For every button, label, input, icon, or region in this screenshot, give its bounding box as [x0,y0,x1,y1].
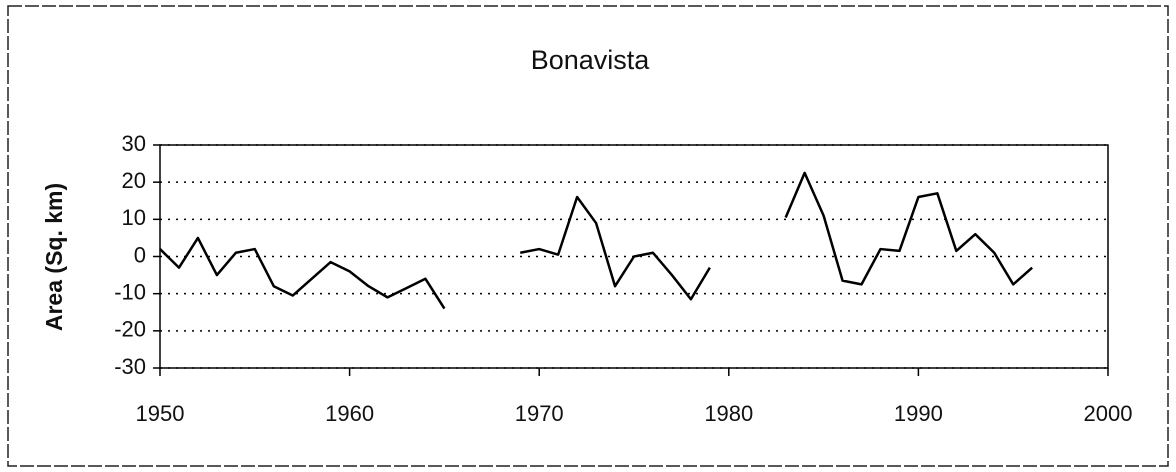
y-axis-label: Area (Sq. km) [41,183,67,331]
y-tick-label: -10 [114,279,146,304]
chart-frame [7,5,1169,467]
data-line [159,171,1033,310]
x-tick-label: 1960 [325,401,374,426]
y-tick-label: -30 [114,354,146,379]
x-tick-label: 1980 [704,401,753,426]
chart-title: Bonavista [531,45,651,75]
y-tick-label: 0 [134,242,146,267]
y-tick-label: 20 [122,168,146,193]
x-tick-label: 2000 [1084,401,1133,426]
y-tick-label: 30 [122,131,146,156]
y-tick-label: -20 [114,317,146,342]
x-tick-label: 1950 [136,401,185,426]
y-tick-label: 10 [122,205,146,230]
x-tick-label: 1970 [515,401,564,426]
x-tick-label: 1990 [894,401,943,426]
